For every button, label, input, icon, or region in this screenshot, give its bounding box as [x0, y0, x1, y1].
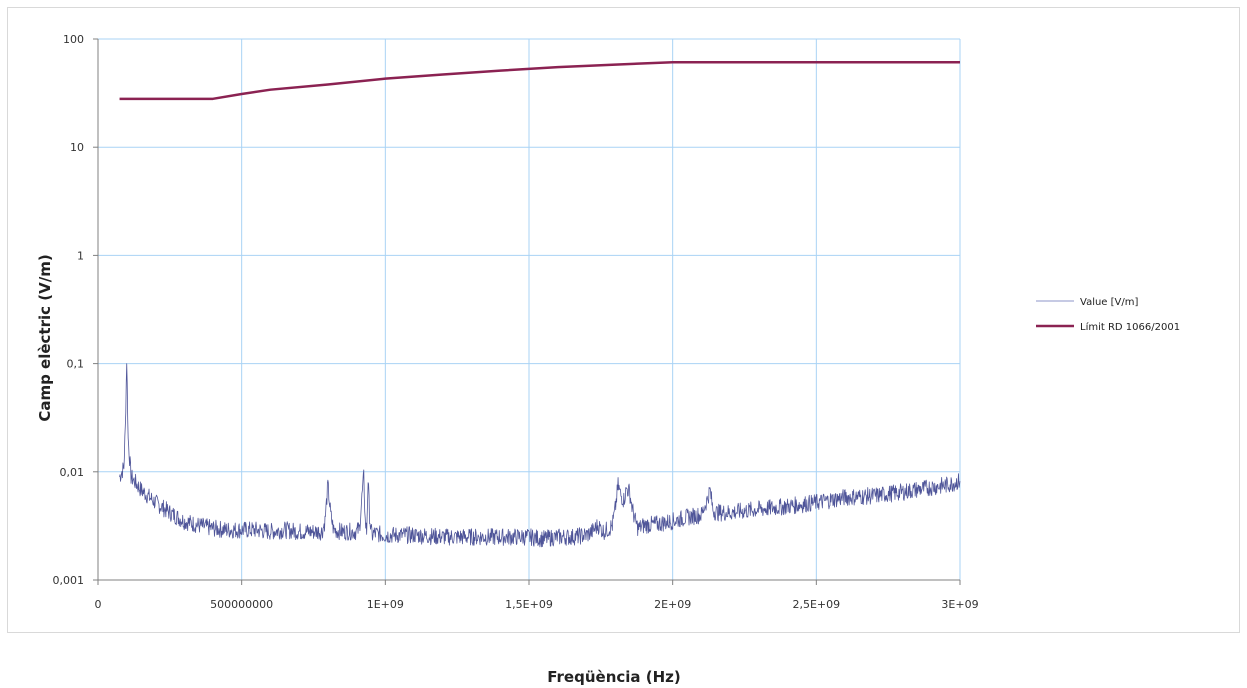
y-tick-label: 100 [63, 33, 84, 46]
y-tick-label: 0,1 [67, 358, 85, 371]
y-tick-label: 0,01 [60, 466, 85, 479]
x-tick-label: 1E+09 [367, 598, 404, 611]
legend: Value [V/m] Límit RD 1066/2001 [1036, 297, 1180, 333]
x-tick-label: 2E+09 [654, 598, 691, 611]
y-tick-label: 1 [77, 249, 84, 262]
x-tick-label: 1,5E+09 [505, 598, 553, 611]
y-tick-label: 10 [70, 141, 84, 154]
legend-label-limit: Límit RD 1066/2001 [1080, 321, 1180, 333]
x-axis-title: Freqüència (Hz) [547, 668, 681, 686]
x-tick-label: 2,5E+09 [792, 598, 840, 611]
axes-layer [93, 38, 961, 585]
x-tick-label: 500000000 [210, 598, 273, 611]
x-tick-label: 3E+09 [941, 598, 978, 611]
x-tick-label: 0 [95, 598, 102, 611]
y-axis-title: Camp elèctric (V/m) [36, 254, 54, 421]
series-value [119, 363, 961, 548]
series-limit [119, 60, 960, 101]
grid-layer [98, 38, 961, 581]
series-value-line [119, 363, 961, 548]
legend-label-value: Value [V/m] [1080, 297, 1138, 308]
y-tick-label: 0,001 [53, 574, 85, 587]
series-layer [119, 60, 961, 548]
ticks-layer: 0,001 0,01 0,1 1 10 100 0 500000000 1E+09 1,5E+09… [53, 33, 979, 611]
series-limit-line [119, 60, 960, 101]
